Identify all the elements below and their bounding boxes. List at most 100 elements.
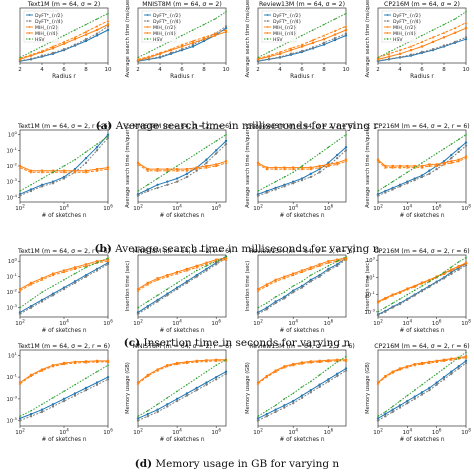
data-point xyxy=(166,403,169,406)
data-point xyxy=(428,164,431,167)
x-tick-label: 102 xyxy=(253,204,263,213)
data-point xyxy=(106,166,110,169)
y-tick-label: 100 xyxy=(8,257,18,266)
data-point xyxy=(301,34,303,37)
data-point xyxy=(30,299,32,301)
data-point xyxy=(376,158,380,161)
data-point xyxy=(435,164,438,167)
data-point xyxy=(399,176,401,178)
y-tick-label: 10-2 xyxy=(7,288,18,297)
data-point xyxy=(136,382,140,385)
data-point xyxy=(283,275,286,278)
data-point xyxy=(175,272,179,275)
x-tick-label: 102 xyxy=(373,204,383,213)
data-point xyxy=(435,276,438,279)
data-point xyxy=(156,408,159,411)
data-point xyxy=(300,270,304,274)
data-point xyxy=(318,166,321,169)
data-point xyxy=(84,30,88,33)
data-point xyxy=(215,260,218,263)
data-point xyxy=(205,269,208,272)
data-point xyxy=(74,383,76,386)
data-point xyxy=(465,256,467,259)
data-point xyxy=(442,277,446,280)
data-point xyxy=(442,31,446,34)
data-point xyxy=(384,412,387,416)
data-point xyxy=(420,289,424,293)
data-point xyxy=(185,361,189,365)
x-tick-label: 104 xyxy=(288,428,298,437)
legend-entry: HSV xyxy=(393,37,403,43)
data-point xyxy=(40,49,44,53)
subplot-title: Text1M (m = 64, σ = 2, r = 6) xyxy=(17,123,110,130)
series-line-2 xyxy=(137,160,227,170)
data-point xyxy=(420,362,424,366)
data-point xyxy=(292,285,295,287)
data-point xyxy=(73,38,77,41)
x-tick-label: 4 xyxy=(398,67,402,73)
data-point xyxy=(175,180,179,183)
data-point xyxy=(283,398,286,400)
series-line-1 xyxy=(257,33,347,62)
data-point xyxy=(289,52,293,56)
data-point xyxy=(464,27,468,30)
data-point xyxy=(399,298,401,300)
data-point xyxy=(333,38,337,42)
data-point xyxy=(283,185,286,188)
data-point xyxy=(344,258,348,261)
data-point xyxy=(283,406,286,409)
series-line-4 xyxy=(137,256,227,309)
data-point xyxy=(106,133,110,136)
data-point xyxy=(95,168,99,171)
data-point xyxy=(300,49,304,53)
data-point xyxy=(195,360,198,363)
data-point xyxy=(256,163,260,166)
data-point xyxy=(391,188,394,191)
data-point xyxy=(413,397,416,401)
data-point xyxy=(52,396,54,399)
data-point xyxy=(195,269,198,272)
data-point xyxy=(214,359,218,362)
data-point xyxy=(107,135,109,138)
data-point xyxy=(398,48,402,52)
data-point xyxy=(265,415,268,418)
data-point xyxy=(278,52,282,55)
data-point xyxy=(185,172,189,176)
data-point xyxy=(185,168,188,171)
data-point xyxy=(327,378,330,381)
data-point xyxy=(96,261,98,264)
data-point xyxy=(195,264,198,267)
legend-entry: MIH_{r/4} xyxy=(393,31,416,37)
data-point xyxy=(398,302,402,306)
subplot-0-3: CP216M (m = 64, σ = 2) 2 4 6 8 10 Radius r Aver… xyxy=(365,0,470,80)
series-line-4 xyxy=(137,359,227,417)
data-point xyxy=(292,402,295,405)
data-point xyxy=(266,302,268,304)
data-point xyxy=(166,274,169,277)
x-tick-label: 104 xyxy=(172,204,182,213)
data-point xyxy=(268,51,270,53)
data-point xyxy=(428,172,431,176)
x-tick-label: 102 xyxy=(253,319,263,328)
data-point xyxy=(376,300,380,304)
data-point xyxy=(137,415,139,418)
data-point xyxy=(283,365,286,369)
subplot-0-0: Text1M (m = 64, σ = 2) 2 4 6 8 10 Radius r DyFT… xyxy=(18,1,112,80)
data-point xyxy=(73,281,77,285)
data-point xyxy=(333,37,337,40)
data-point xyxy=(274,278,277,281)
data-point xyxy=(52,285,54,287)
data-point xyxy=(205,370,208,373)
data-point xyxy=(29,412,33,416)
data-point xyxy=(95,24,99,28)
data-point xyxy=(310,158,312,161)
data-point xyxy=(191,43,195,46)
data-point xyxy=(406,365,409,369)
data-point xyxy=(398,52,402,55)
data-point xyxy=(309,172,312,176)
data-point xyxy=(224,139,228,143)
data-point xyxy=(457,150,460,154)
data-point xyxy=(442,375,446,379)
x-tick-label: 2 xyxy=(136,67,140,73)
data-point xyxy=(224,28,228,31)
